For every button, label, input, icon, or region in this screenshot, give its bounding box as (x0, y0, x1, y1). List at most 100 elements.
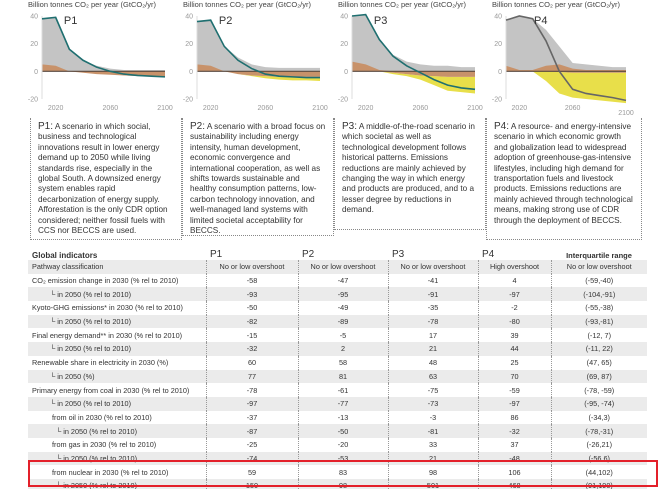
value-cell-p3: 21 (387, 342, 478, 356)
y-tick-label: -20 (338, 97, 348, 104)
value-cell-p3: 63 (387, 369, 478, 384)
y-tick-label: 20 (494, 41, 502, 48)
value-cell-p4: 70 (477, 369, 551, 384)
table-row: └ in 2050 (% rel to 2010) -93 -95 -91 -97 (-1… (28, 287, 647, 302)
x-tick-label: 2020 (358, 105, 374, 112)
iqr-cell: (-11, 22) (550, 342, 647, 356)
row-label: └ in 2050 (% rel to 2010) (28, 287, 206, 302)
table-row: └ in 2050 (% rel to 2010) -97 -77 -73 -97 (-9… (28, 396, 647, 411)
value-cell-p2: -5 (297, 328, 388, 343)
iqr-cell: (-95, -74) (550, 396, 647, 411)
iqr-cell: (-34,3) (550, 410, 647, 425)
fossil-industry-area (352, 14, 475, 72)
iqr-cell: (69, 87) (550, 369, 647, 384)
y-tick-label: 20 (30, 41, 38, 48)
value-cell-p3: -3 (387, 410, 478, 425)
value-cell-p2: -20 (297, 437, 388, 452)
value-cell-p1: -15 (205, 328, 298, 343)
header-interquartile-range: Interquartile range (566, 251, 632, 260)
table-row: Kyoto-GHG emissions* in 2030 (% rel to 2… (28, 301, 647, 315)
value-cell-p1: 60 (205, 355, 298, 370)
x-tick-label: 2100 (157, 105, 173, 112)
fossil-industry-area (506, 16, 626, 72)
y-tick-label: 20 (340, 41, 348, 48)
row-label: └ in 2050 (% rel to 2010) (28, 396, 206, 411)
chart-panel-p3: Billion tonnes CO₂ per year (GtCO₂/yr) 40… (330, 0, 485, 118)
net-emissions-line (196, 19, 320, 79)
x-tick-label: 2060 (103, 105, 119, 112)
beccs-area (352, 71, 475, 94)
x-tick-label: 2020 (48, 105, 64, 112)
value-cell-p4: 4 (477, 273, 551, 288)
value-cell-p2: -13 (297, 410, 388, 425)
y-tick-label: 40 (340, 14, 348, 21)
table-row: └ in 2050 (% rel to 2010) -82 -89 -78 -80 (-9… (28, 314, 647, 329)
value-cell-p3: 33 (387, 437, 478, 452)
iqr-cell: (-12, 7) (550, 328, 647, 343)
value-cell-p4: 106 (477, 465, 551, 479)
chart-panel-p2: Billion tonnes CO₂ per year (GtCO₂/yr) 40… (175, 0, 330, 118)
net-emissions-line (41, 16, 166, 78)
value-cell-p2: -77 (297, 396, 388, 411)
y-tick-label: 40 (185, 14, 193, 21)
fossil-industry-area (197, 20, 320, 72)
iqr-cell: (-93,-81) (550, 314, 647, 329)
value-cell-p1: -82 (205, 314, 298, 329)
value-cell-p2: No or low overshoot (297, 260, 388, 274)
description-text: A middle-of-the-road scenario in which s… (342, 122, 475, 215)
value-cell-p3: -41 (387, 273, 478, 288)
iqr-cell: (-78,-31) (550, 424, 647, 438)
y-tick-label: 0 (34, 69, 38, 76)
table-header: Global indicators P1 P2 P3 P4 Interquart… (28, 244, 647, 260)
value-cell-p4: -80 (477, 314, 551, 329)
y-tick-label: 40 (30, 14, 38, 21)
value-cell-p3: -91 (387, 287, 478, 302)
row-label: from oil in 2030 (% rel to 2010) (52, 412, 152, 422)
panel-label: P2 (219, 15, 232, 27)
highlight-box-nuclear (28, 460, 658, 487)
emissions-chart: 40 20 0 -20 2020 2060 2100 P1 (28, 14, 173, 113)
iqr-cell: (44,102) (550, 465, 647, 479)
value-cell-p1: -87 (205, 424, 298, 438)
row-label: Final energy demand** in 2030 (% rel to … (32, 330, 183, 340)
scenario-description-p3: P3: A middle-of-the-road scenario in whi… (334, 118, 486, 230)
value-cell-p2: -61 (297, 383, 388, 397)
axis-title: Billion tonnes CO₂ per year (GtCO₂/yr) (28, 0, 156, 9)
emissions-chart: 40 20 0 -20 2020 2060 2100 P3 (338, 13, 483, 113)
value-cell-p1: -58 (205, 273, 298, 288)
afolu-area (197, 64, 320, 72)
scenario-description-p2: P2: A scenario with a broad focus on sus… (182, 118, 334, 236)
iqr-cell: (-55,-38) (550, 301, 647, 315)
value-cell-p1: -97 (205, 396, 298, 411)
panel-label: P3 (374, 15, 387, 27)
value-cell-p4: 44 (477, 342, 551, 356)
value-cell-p1: -37 (205, 410, 298, 425)
table-row: └ in 2050 (% rel to 2010) -87 -50 -81 -32 (-7… (28, 424, 647, 438)
scenario-description-p4: P4: A resource- and energy-intensive sce… (486, 118, 642, 240)
description-label: P2: (190, 121, 206, 132)
value-cell-p3: -81 (387, 424, 478, 438)
emissions-chart: 40 20 0 -20 2020 2060 2100 P2 (183, 14, 328, 113)
value-cell-p3: -73 (387, 396, 478, 411)
header-global-indicators: Global indicators (32, 251, 98, 260)
value-cell-p1: -78 (205, 383, 298, 397)
net-emissions-line (351, 13, 476, 91)
value-cell-p4: 39 (477, 328, 551, 343)
iqr-cell: No or low overshoot (550, 260, 647, 274)
emissions-chart: 40 20 0 -20 2020 2060 2100 P4 (492, 14, 634, 118)
panel-label: P1 (64, 15, 77, 27)
table-row: from oil in 2030 (% rel to 2010) -37 -13 -3… (28, 410, 647, 425)
table-row: CO₂ emission change in 2030 (% rel to 20… (28, 273, 647, 288)
afolu-area (42, 64, 165, 72)
row-label: Renewable share in electricity in 2030 (… (32, 358, 169, 368)
value-cell-p4: 37 (477, 437, 551, 452)
iqr-cell: (-26,21) (550, 437, 647, 452)
y-tick-label: -20 (183, 97, 193, 104)
value-cell-p1: -32 (205, 342, 298, 356)
value-cell-p3: 17 (387, 328, 478, 343)
row-label: from nuclear in 2030 (% rel to 2010) (52, 467, 169, 477)
row-label: └ in 2050 (% rel to 2010) (28, 424, 206, 438)
y-tick-label: 0 (344, 69, 348, 76)
fossil-industry-area (42, 17, 165, 72)
table-row: Renewable share in electricity in 2030 (… (28, 355, 647, 370)
